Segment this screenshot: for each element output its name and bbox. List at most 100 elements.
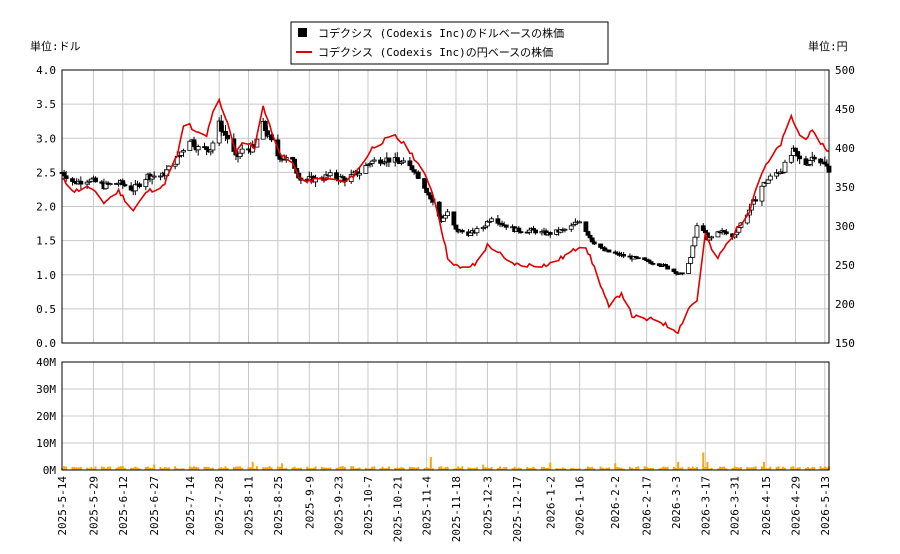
volume-bar <box>144 466 147 470</box>
volume-bar <box>733 466 736 470</box>
left-y-tick-label: 2.0 <box>36 201 56 214</box>
candle-body <box>489 218 495 222</box>
candle-body <box>394 157 400 162</box>
candle-body <box>700 225 706 231</box>
volume-bar <box>501 468 504 470</box>
volume-bar <box>232 467 235 470</box>
candle-body <box>357 173 362 176</box>
candle-body <box>237 152 243 158</box>
volume-bar <box>335 467 338 470</box>
volume-bar <box>356 468 359 470</box>
volume-bar <box>442 468 445 470</box>
right-y-tick-label: 350 <box>835 181 855 194</box>
volume-bar <box>132 467 135 470</box>
volume-bar <box>119 466 122 470</box>
volume-bar <box>427 467 430 470</box>
volume-bar <box>687 466 690 470</box>
volume-bar <box>264 467 267 470</box>
volume-bar <box>176 468 179 470</box>
volume-bar <box>503 467 506 470</box>
volume-bar <box>262 467 265 470</box>
volume-bar <box>637 466 640 470</box>
candle-body <box>424 187 430 194</box>
volume-bar <box>695 466 698 470</box>
volume-bar <box>677 461 680 470</box>
volume-bar <box>578 468 581 470</box>
volume-bar <box>796 467 799 470</box>
volume-bar <box>92 468 95 470</box>
x-tick-label: 2026-3-17 <box>699 476 712 536</box>
volume-grid <box>61 361 829 471</box>
volume-bar <box>299 467 302 470</box>
volume-bar <box>767 468 770 470</box>
volume-bar <box>180 468 183 470</box>
right-y-tick-label: 150 <box>835 337 855 350</box>
volume-bar <box>496 467 499 470</box>
volume-bar <box>555 468 558 470</box>
candle-body <box>107 183 113 185</box>
volume-bar <box>369 468 372 470</box>
volume-bar <box>482 464 485 470</box>
volume-bar <box>207 466 210 470</box>
volume-bar <box>471 468 474 470</box>
candle-body <box>453 224 459 230</box>
volume-bar <box>352 466 355 470</box>
volume-bar <box>190 467 193 470</box>
volume-bar <box>146 466 149 470</box>
volume-bar <box>488 467 491 470</box>
volume-bar <box>490 467 493 470</box>
volume-bar <box>394 467 397 470</box>
volume-bar <box>628 466 631 470</box>
volume-bar <box>415 467 418 470</box>
candle-body <box>795 151 800 157</box>
left-y-tick-label: 0.5 <box>36 303 56 316</box>
legend: コデクシス (Codexis Inc)のドルベースの株価 コデクシス (Code… <box>290 21 609 65</box>
volume-bar <box>792 466 795 470</box>
volume-bar <box>366 468 369 470</box>
right-y-tick-label: 300 <box>835 220 855 233</box>
volume-bar <box>570 467 573 470</box>
volume-bar <box>760 466 763 470</box>
volume-bar <box>121 466 124 470</box>
x-tick-label: 2025-8-11 <box>243 476 256 536</box>
volume-bar <box>601 467 604 470</box>
candle-body <box>187 140 193 151</box>
candle-body <box>93 177 98 183</box>
volume-bar <box>561 467 564 470</box>
volume-bar <box>281 463 284 470</box>
volume-bar <box>65 466 68 470</box>
volume-bar <box>618 467 621 470</box>
candle-body <box>120 180 126 185</box>
volume-bar <box>354 468 357 470</box>
volume-bar <box>94 466 97 470</box>
volume-bar <box>647 467 650 470</box>
x-tick-label: 2026-1-2 <box>544 476 557 529</box>
volume-bar <box>444 467 447 470</box>
candle-body <box>692 236 698 247</box>
volume-bar <box>371 466 374 470</box>
volume-bar <box>320 466 323 470</box>
volume-bar <box>283 468 286 470</box>
volume-bar <box>90 467 93 470</box>
candle-body <box>797 155 803 160</box>
left-y-tick-label: 0.0 <box>36 337 56 350</box>
volume-bar <box>513 466 516 470</box>
volume-bar <box>209 468 212 470</box>
volume-bar <box>73 467 76 470</box>
candle-body <box>223 131 228 136</box>
candle-body <box>495 218 501 224</box>
volume-bar <box>88 468 91 470</box>
volume-bar <box>417 466 420 470</box>
volume-bar <box>102 466 105 470</box>
candle-body <box>736 227 742 233</box>
x-tick-label: 2026-4-15 <box>760 476 773 536</box>
volume-bar <box>633 468 636 470</box>
volume-bar <box>591 466 594 470</box>
volume-bar <box>322 467 325 470</box>
candle-body <box>788 155 794 163</box>
candle-body <box>262 121 268 132</box>
volume-bar <box>350 466 353 470</box>
candle-body <box>61 172 67 177</box>
candle-body <box>334 172 339 179</box>
volume-bar <box>174 466 177 470</box>
